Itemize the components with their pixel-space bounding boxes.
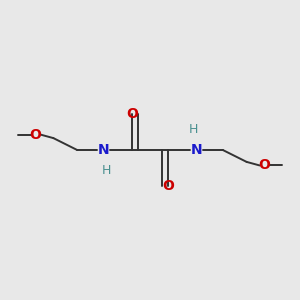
- Text: O: O: [259, 158, 270, 172]
- Text: H: H: [102, 164, 111, 177]
- Text: H: H: [189, 123, 198, 136]
- Text: O: O: [162, 179, 174, 193]
- Text: N: N: [98, 143, 110, 157]
- Text: O: O: [30, 128, 41, 142]
- Text: N: N: [190, 143, 202, 157]
- Text: O: O: [126, 107, 138, 121]
